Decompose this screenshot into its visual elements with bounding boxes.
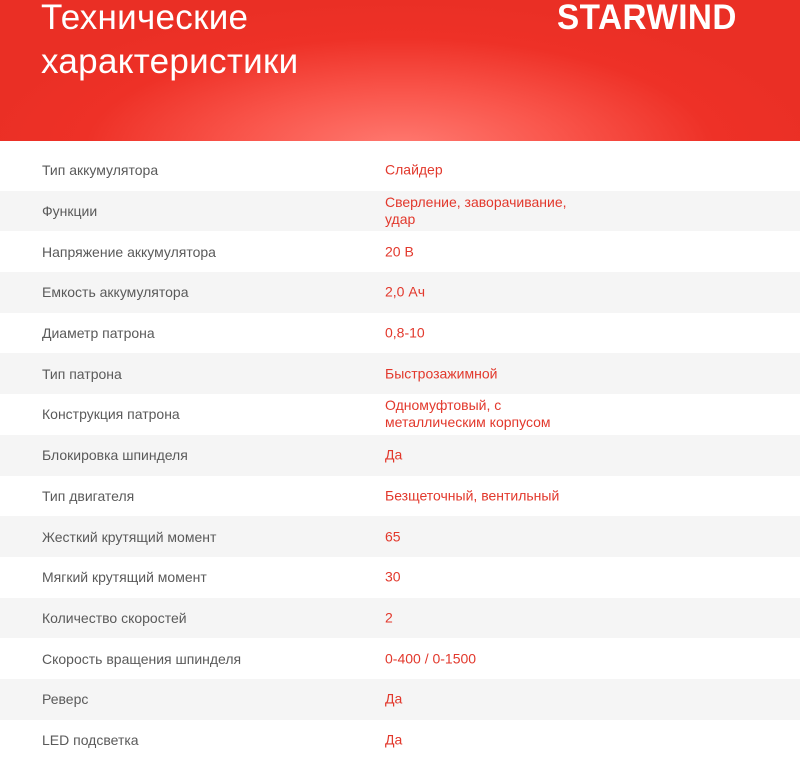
page-title: Технические характеристики — [41, 0, 298, 84]
spec-value: Слайдер — [385, 161, 443, 178]
spec-label: Мягкий крутящий момент — [42, 569, 207, 586]
spec-value: 0,8-10 — [385, 324, 425, 341]
spec-value: 2,0 Ач — [385, 283, 425, 300]
title-line-1: Технические — [41, 0, 249, 37]
spec-value: Сверление, заворачивание, удар — [385, 194, 567, 228]
spec-label: Диаметр патрона — [42, 325, 155, 342]
spec-label: LED подсветка — [42, 731, 139, 748]
spec-value: 0-400 / 0-1500 — [385, 650, 477, 667]
spec-value: Да — [385, 446, 403, 463]
spec-label: Скорость вращения шпинделя — [42, 650, 242, 667]
spec-row: Мягкий крутящий момент 30 — [0, 557, 800, 598]
specs-table: Тип аккумулятора Слайдер Функции Сверление,… — [0, 150, 800, 760]
spec-value: 65 — [385, 528, 401, 545]
spec-label: Функции — [42, 203, 98, 220]
spec-value: 2 — [385, 609, 393, 626]
header-banner: Технические характеристики STARWIND — [0, 0, 800, 141]
spec-row: Диаметр патрона 0,8-10 — [0, 313, 800, 354]
spec-row: Жесткий крутящий момент 65 — [0, 516, 800, 557]
spec-row: Тип аккумулятора Слайдер — [0, 150, 800, 191]
spec-row: Напряжение аккумулятора 20 В — [0, 231, 800, 272]
spec-label: Тип патрона — [42, 365, 122, 382]
spec-value: Безщеточный, вентильный — [385, 487, 560, 504]
spec-value: 30 — [385, 568, 401, 585]
spec-value: Одномуфтовый, с металлическим корпусом — [385, 397, 551, 431]
spec-row: Блокировка шпинделя Да — [0, 434, 800, 476]
spec-label: Блокировка шпинделя — [42, 447, 188, 464]
spec-value: 20 В — [385, 243, 414, 260]
spec-row: Емкость аккумулятора 2,0 Ач — [0, 272, 800, 313]
spec-row: Тип двигателя Безщеточный, вентильный — [0, 476, 800, 517]
spec-label: Напряжение аккумулятора — [42, 243, 216, 260]
spec-label: Конструкция патрона — [42, 406, 180, 423]
spec-row: Функции Сверление, заворачивание, удар — [0, 190, 800, 232]
spec-value: Да — [385, 731, 403, 748]
spec-value: Да — [385, 690, 403, 707]
spec-label: Жесткий крутящий момент — [42, 528, 217, 545]
spec-row: Количество скоростей 2 — [0, 597, 800, 639]
title-line-2: характеристики — [41, 42, 299, 81]
spec-label: Тип двигателя — [42, 487, 135, 504]
spec-row: Конструкция патрона Одномуфтовый, с метал… — [0, 394, 800, 435]
spec-row: Скорость вращения шпинделя 0-400 / 0-1500 — [0, 638, 800, 679]
spec-label: Емкость аккумулятора — [42, 284, 189, 301]
brand-logo: STARWIND — [557, 0, 737, 37]
spec-label: Количество скоростей — [42, 609, 187, 626]
spec-row: LED подсветка Да — [0, 720, 800, 760]
spec-row: Реверс Да — [0, 678, 800, 720]
spec-row: Тип патрона Быстрозажимной — [0, 353, 800, 395]
spec-label: Тип аккумулятора — [42, 162, 159, 179]
spec-value: Быстрозажимной — [385, 365, 498, 382]
spec-label: Реверс — [42, 691, 89, 708]
